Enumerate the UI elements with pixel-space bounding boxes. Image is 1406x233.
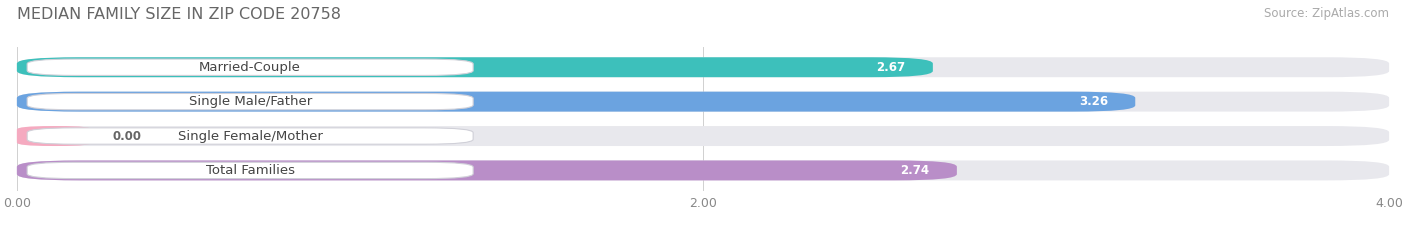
FancyBboxPatch shape bbox=[27, 128, 474, 144]
FancyBboxPatch shape bbox=[27, 93, 474, 110]
FancyBboxPatch shape bbox=[27, 59, 474, 75]
Text: 2.74: 2.74 bbox=[900, 164, 929, 177]
Text: 0.00: 0.00 bbox=[112, 130, 142, 143]
Text: Total Families: Total Families bbox=[205, 164, 295, 177]
FancyBboxPatch shape bbox=[17, 126, 93, 146]
Text: Source: ZipAtlas.com: Source: ZipAtlas.com bbox=[1264, 7, 1389, 20]
FancyBboxPatch shape bbox=[17, 126, 1389, 146]
FancyBboxPatch shape bbox=[17, 57, 932, 77]
Text: Single Female/Mother: Single Female/Mother bbox=[177, 130, 322, 143]
FancyBboxPatch shape bbox=[27, 162, 474, 179]
FancyBboxPatch shape bbox=[17, 161, 957, 180]
Text: 3.26: 3.26 bbox=[1078, 95, 1108, 108]
FancyBboxPatch shape bbox=[17, 57, 1389, 77]
Text: MEDIAN FAMILY SIZE IN ZIP CODE 20758: MEDIAN FAMILY SIZE IN ZIP CODE 20758 bbox=[17, 7, 340, 22]
Text: Single Male/Father: Single Male/Father bbox=[188, 95, 312, 108]
Text: Married-Couple: Married-Couple bbox=[200, 61, 301, 74]
Text: 2.67: 2.67 bbox=[876, 61, 905, 74]
FancyBboxPatch shape bbox=[17, 92, 1135, 112]
FancyBboxPatch shape bbox=[17, 92, 1389, 112]
FancyBboxPatch shape bbox=[17, 161, 1389, 180]
